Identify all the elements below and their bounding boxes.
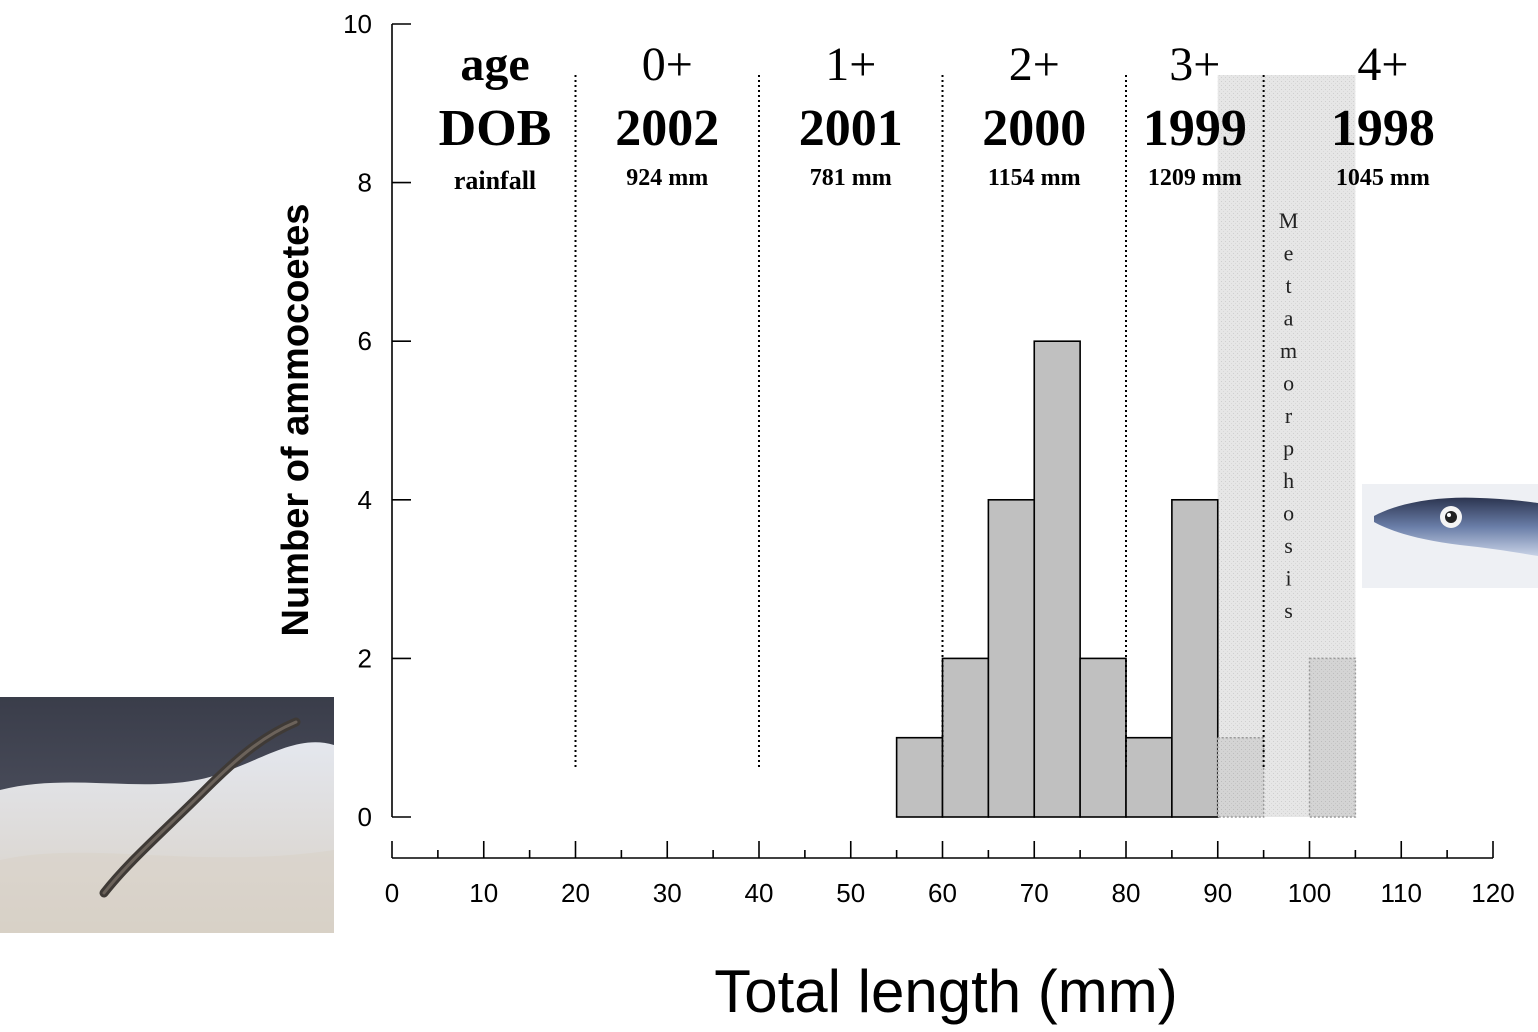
y-tick-label: 10 — [343, 9, 372, 39]
histogram-bars — [895, 340, 1357, 818]
x-tick-label: 0 — [385, 878, 399, 908]
rainfall-value-label: 781 mm — [810, 165, 892, 191]
header-rainfall-label: rainfall — [454, 166, 536, 195]
histogram-bar — [1308, 657, 1357, 818]
header-dob-label: DOB — [439, 100, 552, 157]
x-tick-label: 20 — [561, 878, 590, 908]
x-tick-label: 40 — [745, 878, 774, 908]
x-tick-label: 10 — [469, 878, 498, 908]
y-axis-label: Number of ammocoetes — [275, 204, 317, 637]
age-class-header-table: age DOB rainfall 0+ 2002 924 mm 1+ 2001 781 mm 2+… — [439, 38, 1435, 195]
y-tick-label: 8 — [358, 168, 372, 198]
dob-year-label: 2000 — [982, 100, 1086, 157]
x-tick-label: 120 — [1471, 878, 1514, 908]
y-tick-label: 4 — [358, 485, 372, 515]
x-tick-label: 90 — [1203, 878, 1232, 908]
x-tick-label: 80 — [1112, 878, 1141, 908]
rainfall-value-label: 924 mm — [626, 165, 708, 191]
rainfall-value-label: 1045 mm — [1336, 165, 1430, 191]
age-class-label: 3+ — [1169, 38, 1220, 91]
y-tick-label: 0 — [358, 802, 372, 832]
histogram-bar — [1033, 340, 1081, 818]
histogram-bar — [941, 657, 990, 818]
age-class-label: 4+ — [1357, 38, 1408, 91]
y-tick-label: 2 — [358, 643, 372, 673]
x-tick-label: 70 — [1020, 878, 1049, 908]
x-tick-label: 110 — [1381, 878, 1422, 908]
age-class-label: 0+ — [642, 38, 693, 91]
age-class-label: 1+ — [825, 38, 876, 91]
dob-year-label: 1999 — [1143, 100, 1247, 157]
metamorphosed-lamprey-head-photo — [1362, 484, 1538, 588]
age-class-label: 2+ — [1009, 38, 1060, 91]
histogram-bar — [1125, 736, 1173, 818]
histogram-bar — [895, 736, 944, 818]
x-tick-label: 100 — [1288, 878, 1331, 908]
rainfall-value-label: 1209 mm — [1148, 165, 1242, 191]
age-class-dividers — [574, 75, 1265, 767]
histogram-bar — [1171, 498, 1219, 818]
histogram-bar — [987, 498, 1036, 818]
histogram-bar — [1079, 657, 1127, 818]
dob-year-label: 1998 — [1331, 100, 1435, 157]
x-tick-label: 30 — [653, 878, 682, 908]
x-axis-label: Total length (mm) — [714, 958, 1177, 1025]
histogram-bar — [1217, 736, 1265, 818]
x-tick-label: 50 — [836, 878, 865, 908]
dob-year-label: 2002 — [615, 100, 719, 157]
y-tick-label: 6 — [358, 326, 372, 356]
header-age-label: age — [460, 38, 529, 91]
ammocoete-burrowing-photo — [0, 697, 334, 933]
dob-year-label: 2001 — [799, 100, 903, 157]
x-tick-label: 60 — [928, 878, 957, 908]
rainfall-value-label: 1154 mm — [988, 165, 1081, 191]
